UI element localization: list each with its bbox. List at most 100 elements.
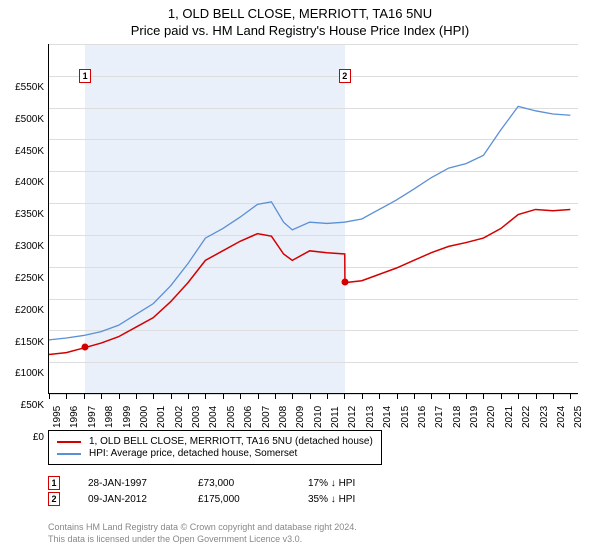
transaction-marker-box: 1 [79, 69, 91, 83]
x-tick [119, 394, 120, 399]
transaction-delta: 17% ↓ HPI [308, 478, 390, 489]
x-tick [275, 394, 276, 399]
line-series-svg [49, 44, 579, 394]
y-tick-label: £450K [4, 146, 44, 157]
x-tick [466, 394, 467, 399]
chart-title: 1, OLD BELL CLOSE, MERRIOTT, TA16 5NU [0, 0, 600, 21]
x-tick-label: 1998 [104, 406, 115, 428]
x-tick-label: 2014 [382, 406, 393, 428]
transaction-marker-dot [341, 278, 348, 285]
y-tick-label: £50K [4, 400, 44, 411]
x-tick-label: 2015 [400, 406, 411, 428]
transactions-table: 128-JAN-1997£73,00017% ↓ HPI209-JAN-2012… [48, 474, 390, 508]
x-tick [188, 394, 189, 399]
x-tick [292, 394, 293, 399]
transaction-date: 09-JAN-2012 [88, 494, 170, 505]
chart-container: 1, OLD BELL CLOSE, MERRIOTT, TA16 5NU Pr… [0, 0, 600, 560]
x-tick [344, 394, 345, 399]
x-tick-label: 2024 [556, 406, 567, 428]
x-tick-label: 2018 [452, 406, 463, 428]
legend-item: HPI: Average price, detached house, Some… [57, 448, 373, 459]
x-tick-label: 2003 [191, 406, 202, 428]
x-tick-label: 2000 [139, 406, 150, 428]
x-tick-label: 2020 [486, 406, 497, 428]
x-tick [536, 394, 537, 399]
x-tick [553, 394, 554, 399]
footer-attribution: Contains HM Land Registry data © Crown c… [48, 522, 357, 545]
x-tick [449, 394, 450, 399]
y-tick-label: £500K [4, 114, 44, 125]
x-tick-label: 2008 [278, 406, 289, 428]
x-tick-label: 2017 [434, 406, 445, 428]
x-tick [431, 394, 432, 399]
plot-region: 12 [48, 44, 578, 394]
gridline [49, 394, 578, 395]
y-tick-label: £550K [4, 82, 44, 93]
legend: 1, OLD BELL CLOSE, MERRIOTT, TA16 5NU (d… [48, 430, 382, 465]
x-tick-label: 2004 [208, 406, 219, 428]
x-tick [362, 394, 363, 399]
chart-subtitle: Price paid vs. HM Land Registry's House … [0, 21, 600, 38]
x-tick-label: 2006 [243, 406, 254, 428]
x-tick [240, 394, 241, 399]
legend-label: HPI: Average price, detached house, Some… [89, 448, 297, 459]
x-tick-label: 2025 [573, 406, 584, 428]
y-tick-label: £300K [4, 241, 44, 252]
x-tick [136, 394, 137, 399]
x-tick-label: 2011 [330, 406, 341, 428]
x-tick-label: 2019 [469, 406, 480, 428]
transaction-marker-box: 2 [339, 69, 351, 83]
y-tick-label: £400K [4, 177, 44, 188]
x-tick [310, 394, 311, 399]
transaction-row: 128-JAN-1997£73,00017% ↓ HPI [48, 476, 390, 490]
x-tick [327, 394, 328, 399]
x-tick [171, 394, 172, 399]
x-tick [483, 394, 484, 399]
transaction-price: £73,000 [198, 478, 280, 489]
x-tick [570, 394, 571, 399]
legend-swatch [57, 453, 81, 455]
x-tick [501, 394, 502, 399]
x-tick-label: 2012 [347, 406, 358, 428]
y-tick-label: £0 [4, 432, 44, 443]
y-tick-label: £350K [4, 209, 44, 220]
x-tick-label: 2023 [539, 406, 550, 428]
footer-line-1: Contains HM Land Registry data © Crown c… [48, 522, 357, 534]
legend-swatch [57, 441, 81, 443]
x-tick [49, 394, 50, 399]
series-line [49, 106, 570, 340]
x-tick-label: 2022 [521, 406, 532, 428]
y-tick-label: £250K [4, 273, 44, 284]
x-tick [518, 394, 519, 399]
transaction-date: 28-JAN-1997 [88, 478, 170, 489]
x-tick-label: 2001 [156, 406, 167, 428]
x-tick-label: 2010 [313, 406, 324, 428]
x-tick-label: 2021 [504, 406, 515, 428]
x-tick [101, 394, 102, 399]
x-tick [397, 394, 398, 399]
x-tick-label: 2002 [174, 406, 185, 428]
series-line [49, 209, 570, 354]
x-tick [379, 394, 380, 399]
x-tick-label: 1995 [52, 406, 63, 428]
x-tick-label: 2013 [365, 406, 376, 428]
x-tick-label: 2009 [295, 406, 306, 428]
transaction-marker-dot [82, 343, 89, 350]
x-tick [84, 394, 85, 399]
x-tick-label: 1997 [87, 406, 98, 428]
transaction-marker: 2 [48, 492, 60, 506]
y-tick-label: £200K [4, 305, 44, 316]
x-tick [66, 394, 67, 399]
x-tick-label: 2016 [417, 406, 428, 428]
transaction-price: £175,000 [198, 494, 280, 505]
x-tick-label: 2007 [261, 406, 272, 428]
x-tick [414, 394, 415, 399]
x-tick-label: 1996 [69, 406, 80, 428]
x-tick [153, 394, 154, 399]
chart-area: 12 £0£50K£100K£150K£200K£250K£300K£350K£… [0, 44, 600, 424]
x-tick-label: 1999 [122, 406, 133, 428]
legend-label: 1, OLD BELL CLOSE, MERRIOTT, TA16 5NU (d… [89, 436, 373, 447]
x-tick-label: 2005 [226, 406, 237, 428]
transaction-row: 209-JAN-2012£175,00035% ↓ HPI [48, 492, 390, 506]
y-tick-label: £100K [4, 368, 44, 379]
